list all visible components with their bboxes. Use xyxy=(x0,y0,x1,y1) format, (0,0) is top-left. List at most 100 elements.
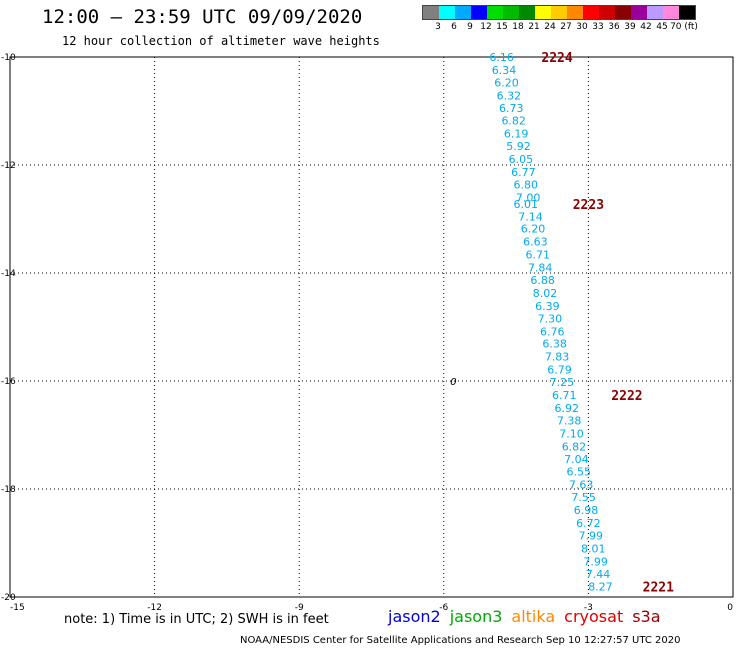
wave-height-label: 7.25 xyxy=(550,376,575,389)
wave-height-label: 6.77 xyxy=(511,166,536,179)
legend-swatch xyxy=(663,6,679,19)
legend-label: 30 xyxy=(576,22,588,32)
y-tick-label: -10 xyxy=(1,53,16,63)
legend-swatch xyxy=(439,6,455,19)
legend-swatch xyxy=(423,6,439,19)
wave-height-label: 7.83 xyxy=(545,351,570,364)
wave-height-label: 8.27 xyxy=(588,581,613,594)
wave-height-label: 7.00 xyxy=(516,191,541,204)
legend-swatch xyxy=(631,6,647,19)
wave-height-label: 6.38 xyxy=(542,338,567,351)
x-tick-label: -9 xyxy=(295,603,304,613)
legend-swatch xyxy=(551,6,567,19)
wave-height-label: 6.20 xyxy=(521,223,546,236)
wave-height-label: 6.34 xyxy=(492,64,517,77)
legend-label: 15 xyxy=(496,22,508,32)
legend-swatch xyxy=(599,6,615,19)
legend-swatch xyxy=(535,6,551,19)
wave-height-label: 6.20 xyxy=(494,76,519,89)
wave-height-label: 6.39 xyxy=(535,300,560,313)
legend-swatch xyxy=(615,6,631,19)
wave-height-label: 6.88 xyxy=(530,274,555,287)
time-stamp-label: 2222 xyxy=(611,389,642,404)
y-tick-label: -16 xyxy=(1,377,16,387)
wave-height-label: 6.63 xyxy=(523,236,548,249)
x-tick-label: -6 xyxy=(439,603,448,613)
wave-height-label: 6.98 xyxy=(574,504,599,517)
legend-label: 33 xyxy=(592,22,604,32)
legend-label: 21 xyxy=(528,22,540,32)
legend-label: 42 xyxy=(640,22,652,32)
legend-swatch xyxy=(487,6,503,19)
wave-height-label: 6.19 xyxy=(504,128,529,141)
legend-swatch xyxy=(503,6,519,19)
legend-label: 24 xyxy=(544,22,556,32)
wave-height-label: 6.76 xyxy=(540,325,565,338)
wave-height-label: 6.71 xyxy=(526,249,551,262)
legend-swatch xyxy=(567,6,583,19)
x-tick-label: 0 xyxy=(727,603,733,613)
legend-label: 27 xyxy=(560,22,572,32)
mission-s3a: s3a xyxy=(632,607,661,626)
x-tick-label: -3 xyxy=(584,603,593,613)
legend-swatch xyxy=(471,6,487,19)
legend-label: 39 xyxy=(624,22,636,32)
wave-height-label: 8.01 xyxy=(581,542,606,555)
y-tick-label: -14 xyxy=(1,269,16,279)
legend-label: 6 xyxy=(451,22,457,32)
wave-height-label: 6.82 xyxy=(562,440,587,453)
time-stamp-label: 2224 xyxy=(541,51,572,66)
wave-height-label: 7.44 xyxy=(586,568,611,581)
chart-title: 12:00 – 23:59 UTC 09/09/2020 xyxy=(42,6,363,28)
wave-height-label: 6.79 xyxy=(547,364,572,377)
wave-height-label: 5.92 xyxy=(506,140,531,153)
legend-label: 45 xyxy=(656,22,668,32)
mission-jason3: jason3 xyxy=(449,607,503,626)
plot-frame xyxy=(9,56,734,598)
wave-height-label: 7.63 xyxy=(569,479,594,492)
legend-label: 70 (ft) xyxy=(670,22,698,32)
plot-annotation: 0 xyxy=(450,377,456,388)
chart-subtitle: 12 hour collection of altimeter wave hei… xyxy=(62,34,380,48)
wave-height-label: 6.05 xyxy=(509,153,534,166)
mission-jason2: jason2 xyxy=(388,607,441,626)
wave-height-label: 7.99 xyxy=(579,529,604,542)
legend-swatch xyxy=(679,6,695,19)
mission-altika: altika xyxy=(511,607,556,626)
wave-height-label: 6.01 xyxy=(513,198,538,211)
legend-swatch xyxy=(647,6,663,19)
credit-line: NOAA/NESDIS Center for Satellite Applica… xyxy=(240,635,681,646)
y-tick-label: -12 xyxy=(1,161,16,171)
wave-height-label: 6.16 xyxy=(489,51,514,64)
wave-height-label: 6.80 xyxy=(513,178,538,191)
legend-label: 3 xyxy=(435,22,441,32)
legend-swatches xyxy=(422,5,696,20)
wave-height-label: 7.10 xyxy=(559,427,584,440)
wave-height-label: 6.82 xyxy=(501,115,526,128)
legend-label: 18 xyxy=(512,22,524,32)
wave-height-label: 7.04 xyxy=(564,453,589,466)
wave-height-label: 6.55 xyxy=(567,466,592,479)
wave-height-label: 7.99 xyxy=(583,555,608,568)
wave-height-label: 7.38 xyxy=(557,414,582,427)
legend-swatch xyxy=(583,6,599,19)
wave-height-label: 6.71 xyxy=(552,389,577,402)
wave-height-label: 6.92 xyxy=(554,402,579,415)
y-tick-label: -20 xyxy=(1,593,16,603)
time-stamp-label: 2221 xyxy=(643,581,674,596)
legend-swatch xyxy=(455,6,471,19)
wave-height-label: 8.02 xyxy=(533,287,558,300)
x-tick-label: -15 xyxy=(10,603,25,613)
legend-label: 12 xyxy=(480,22,492,32)
mission-legend: jason2 jason3 altika cryosat s3a xyxy=(388,607,661,626)
wave-height-label: 7.14 xyxy=(518,210,543,223)
wave-height-label: 6.32 xyxy=(497,89,522,102)
legend-labels: 3 6 9 12 15 18 21 24 27 30 33 36 39 42 45 70 (ft) xyxy=(422,20,698,34)
color-legend: 3 6 9 12 15 18 21 24 27 30 33 36 39 42 45 70 (ft) xyxy=(422,5,698,34)
wave-height-label: 7.30 xyxy=(538,312,563,325)
wave-height-label: 6.72 xyxy=(576,517,601,530)
wave-height-label: 7.55 xyxy=(571,491,596,504)
legend-label: 9 xyxy=(467,22,473,32)
